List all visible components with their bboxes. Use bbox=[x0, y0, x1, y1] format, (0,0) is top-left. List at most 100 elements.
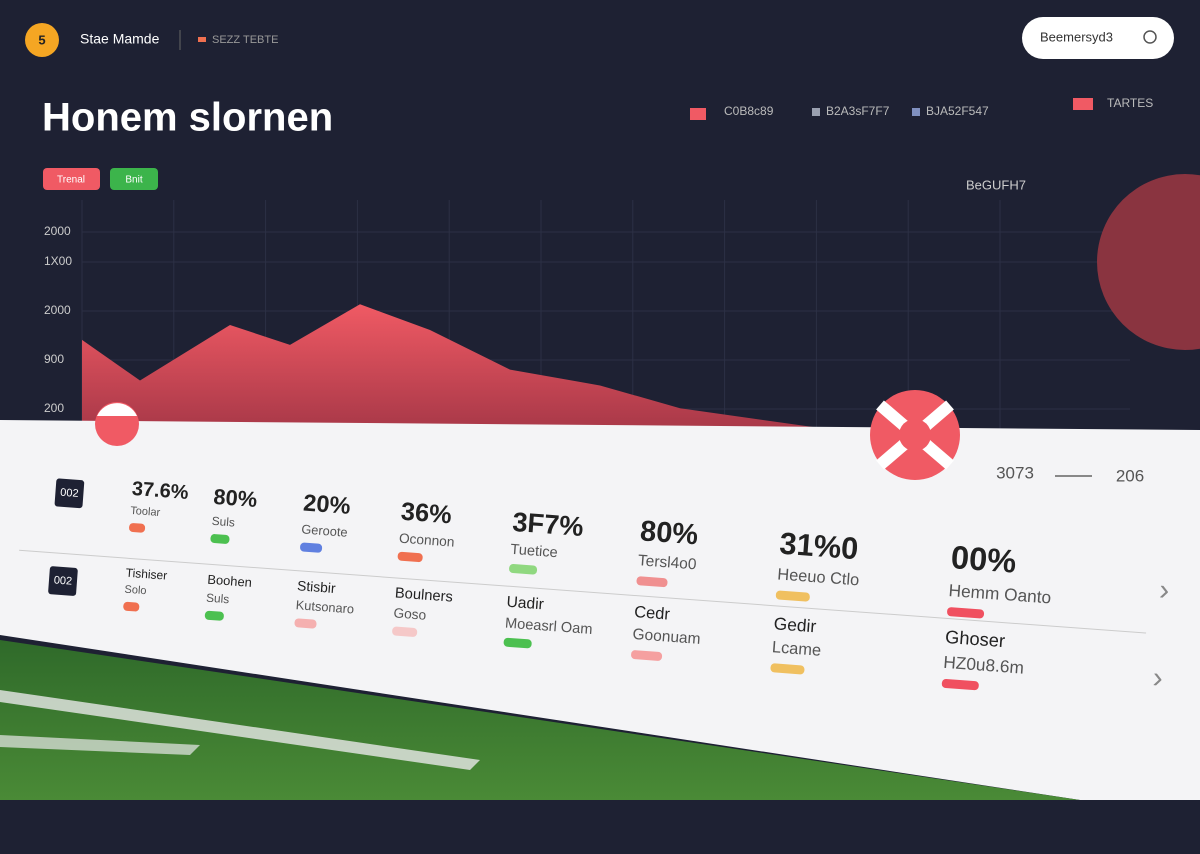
filter-pill-text: Bnit bbox=[125, 175, 142, 186]
table-cell: Tishiser Solo bbox=[122, 565, 168, 614]
cell-label: Tersl4o0 bbox=[637, 552, 698, 574]
cell-label: Solo bbox=[124, 583, 147, 598]
table-cell: Cedr Goonuam bbox=[630, 603, 703, 664]
cell-label: Oconnon bbox=[398, 530, 455, 550]
status-pill bbox=[128, 522, 146, 533]
status-pill bbox=[122, 601, 140, 612]
legend-text: C0B8c89 bbox=[724, 104, 774, 118]
table-cell: Stisbir Kutsonaro bbox=[294, 578, 356, 631]
controls: Trenal Bnit C0B8c89 B2A3sF7F7 BJA52F547 TARTE… bbox=[43, 96, 1153, 190]
cell-value: Cedr bbox=[633, 603, 671, 624]
cell-value: Boulners bbox=[394, 585, 454, 606]
search-icon[interactable] bbox=[1143, 30, 1157, 44]
cell-value: 80% bbox=[212, 483, 259, 513]
search-text: Beemersyd3 bbox=[1040, 29, 1113, 44]
field-line bbox=[0, 735, 200, 755]
legend-text: B2A3sF7F7 bbox=[826, 104, 890, 118]
table-cell: Boohen Suls bbox=[204, 571, 253, 623]
cell-value: Uadir bbox=[505, 593, 545, 614]
cell-label: Heeuo Ctlo bbox=[776, 565, 860, 590]
table-cell: 20% Geroote bbox=[299, 490, 352, 555]
table-cell: 80% Tersl4o0 bbox=[636, 515, 700, 589]
table-cell: 80% Suls bbox=[210, 484, 258, 546]
page-title: Honem slornen bbox=[42, 96, 333, 140]
status-pill bbox=[391, 626, 418, 638]
legend-swatch[interactable] bbox=[690, 108, 706, 120]
decor-circle bbox=[1097, 174, 1200, 350]
row-arrow[interactable]: › bbox=[1158, 573, 1171, 608]
status-pill bbox=[775, 590, 811, 602]
cell-value: 80% bbox=[638, 515, 700, 552]
y-tick-label: 2000 bbox=[44, 303, 71, 317]
cell-label: Suls bbox=[211, 513, 236, 530]
status-pill bbox=[503, 637, 532, 649]
panel bbox=[0, 420, 1200, 800]
logo bbox=[25, 23, 59, 57]
cell-label: HZ0u8.6m bbox=[942, 651, 1025, 678]
status-pill bbox=[941, 678, 980, 691]
filter-pill-text: Trenal bbox=[57, 175, 85, 186]
logo-text: 5 bbox=[38, 32, 45, 47]
legend-text: BJA52F547 bbox=[926, 104, 989, 118]
field bbox=[0, 640, 1080, 800]
table-cell: 3F7% Tuetice bbox=[508, 505, 585, 578]
table-cell: 37.6% Toolar bbox=[128, 477, 190, 536]
y-tick-label: 2000 bbox=[44, 224, 71, 238]
cell-value: Stisbir bbox=[296, 578, 337, 597]
row-arrow[interactable]: › bbox=[1151, 661, 1165, 695]
status-pill bbox=[636, 576, 668, 588]
table-cell: Ghoser HZ0u8.6m bbox=[941, 625, 1027, 694]
cell-value: 37.6% bbox=[131, 477, 190, 505]
table-cell: Uadir Moeasrl Oam bbox=[503, 594, 594, 653]
table-cell: 00% Hemm Oanto bbox=[946, 538, 1055, 623]
cell-label: Suls bbox=[205, 590, 230, 607]
scene: BeGUFH720001X002000900200860725 7026.082… bbox=[0, 17, 1200, 800]
search-box[interactable] bbox=[1022, 17, 1174, 59]
table-cell: 36% Oconnon bbox=[397, 498, 457, 565]
cell-value: Ghoser bbox=[944, 625, 1006, 652]
brand: Stae Mamde bbox=[80, 31, 160, 47]
cell-label: Toolar bbox=[129, 504, 161, 519]
row-id: 002 bbox=[54, 478, 85, 509]
cell-value: 00% bbox=[949, 538, 1018, 580]
y-tick-label: 200 bbox=[44, 401, 64, 415]
cell-label: Goonuam bbox=[631, 625, 702, 648]
cell-label: Moeasrl Oam bbox=[504, 615, 593, 638]
field-line bbox=[0, 690, 480, 770]
tag-icon bbox=[198, 37, 206, 42]
status-pill bbox=[204, 610, 225, 621]
filter-pill[interactable] bbox=[110, 168, 158, 190]
cell-label: Kutsonaro bbox=[295, 597, 355, 617]
cell-label: Geroote bbox=[300, 521, 349, 540]
cell-label: Goso bbox=[392, 605, 427, 623]
area bbox=[82, 304, 820, 430]
cell-label: Lcame bbox=[771, 638, 822, 660]
table-cell: Boulners Goso bbox=[391, 585, 454, 639]
filter-pill[interactable] bbox=[43, 168, 100, 190]
y-tick-label: 900 bbox=[44, 352, 64, 366]
legend-swatch[interactable] bbox=[812, 108, 820, 116]
status-pill bbox=[210, 533, 230, 545]
legend-swatch[interactable] bbox=[912, 108, 920, 116]
beach-ball bbox=[870, 390, 960, 480]
status-pill bbox=[770, 663, 805, 675]
status-pill bbox=[630, 649, 663, 662]
cell-value: 36% bbox=[399, 497, 453, 530]
cell-value: Boohen bbox=[206, 571, 253, 590]
cell-label: Tuetice bbox=[509, 541, 559, 562]
ball-stripe bbox=[97, 403, 137, 416]
cell-value: 31%0 bbox=[778, 525, 860, 567]
chart-grid bbox=[81, 200, 1130, 430]
table-cell: 31%0 Heeuo Ctlo bbox=[775, 525, 863, 606]
table-cell: Gedir Lcame bbox=[770, 613, 823, 675]
cell-value: 20% bbox=[302, 490, 352, 520]
cell-value: Tishiser bbox=[125, 565, 168, 583]
row-id: 002 bbox=[47, 566, 78, 597]
page: BeGUFH720001X002000900200860725 7026.082… bbox=[0, 17, 1200, 800]
range-start: 3073 bbox=[996, 463, 1034, 482]
cell-value: 3F7% bbox=[511, 505, 585, 543]
status-pill bbox=[299, 542, 323, 553]
legend-swatch[interactable] bbox=[1073, 98, 1093, 110]
status-pill bbox=[397, 551, 423, 563]
chart-side-label: BeGUFH7 bbox=[966, 177, 1026, 192]
